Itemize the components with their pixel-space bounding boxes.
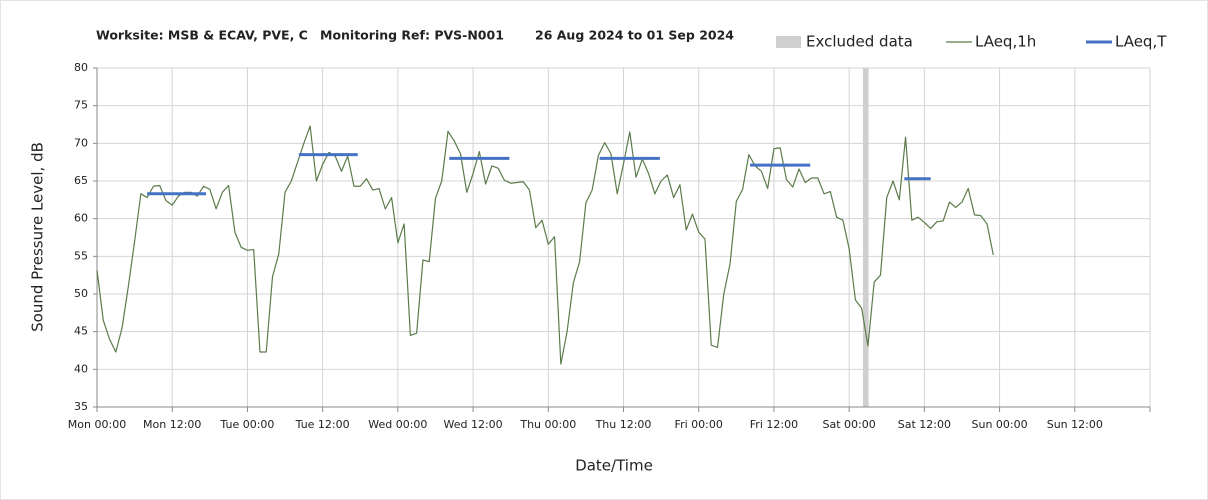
- y-tick-label: 65: [74, 174, 88, 187]
- x-tick-label: Wed 00:00: [368, 418, 427, 431]
- x-tick-label: Tue 12:00: [295, 418, 350, 431]
- legend-label: LAeq,T: [1115, 33, 1167, 51]
- x-tick-label: Sun 12:00: [1047, 418, 1103, 431]
- y-tick-label: 50: [74, 287, 88, 300]
- title-worksite: Worksite: MSB & ECAV, PVE, C: [96, 28, 308, 43]
- y-tick-label: 70: [74, 136, 88, 149]
- x-tick-label: Wed 12:00: [443, 418, 502, 431]
- x-tick-label: Mon 12:00: [143, 418, 201, 431]
- y-tick-label: 80: [74, 61, 88, 74]
- y-tick-label: 45: [74, 325, 88, 338]
- x-tick-label: Sat 12:00: [898, 418, 951, 431]
- y-tick-label: 60: [74, 212, 88, 225]
- x-axis-label: Date/Time: [575, 457, 653, 475]
- y-axis-label: Sound Pressure Level, dB: [29, 142, 47, 332]
- legend-label: Excluded data: [806, 33, 913, 51]
- line-series: [96, 125, 994, 365]
- legend-label: LAeq,1h: [975, 33, 1036, 51]
- x-tick-label: Mon 00:00: [68, 418, 126, 431]
- x-tick-label: Thu 00:00: [519, 418, 576, 431]
- y-tick-label: 75: [74, 99, 88, 112]
- y-tick-label: 40: [74, 362, 88, 375]
- x-tick-label: Thu 12:00: [595, 418, 652, 431]
- y-tick-label: 55: [74, 249, 88, 262]
- x-tick-label: Sun 00:00: [972, 418, 1028, 431]
- x-tick-label: Fri 00:00: [675, 418, 723, 431]
- x-tick-label: Sat 00:00: [823, 418, 876, 431]
- x-tick-label: Tue 00:00: [219, 418, 274, 431]
- legend-swatch-excluded: [776, 36, 801, 48]
- title-dates: 26 Aug 2024 to 01 Sep 2024: [535, 28, 734, 43]
- x-tick-label: Fri 12:00: [750, 418, 798, 431]
- y-tick-label: 35: [74, 400, 88, 413]
- excluded-band: [862, 68, 869, 407]
- title-reference: Monitoring Ref: PVS-N001: [320, 28, 504, 43]
